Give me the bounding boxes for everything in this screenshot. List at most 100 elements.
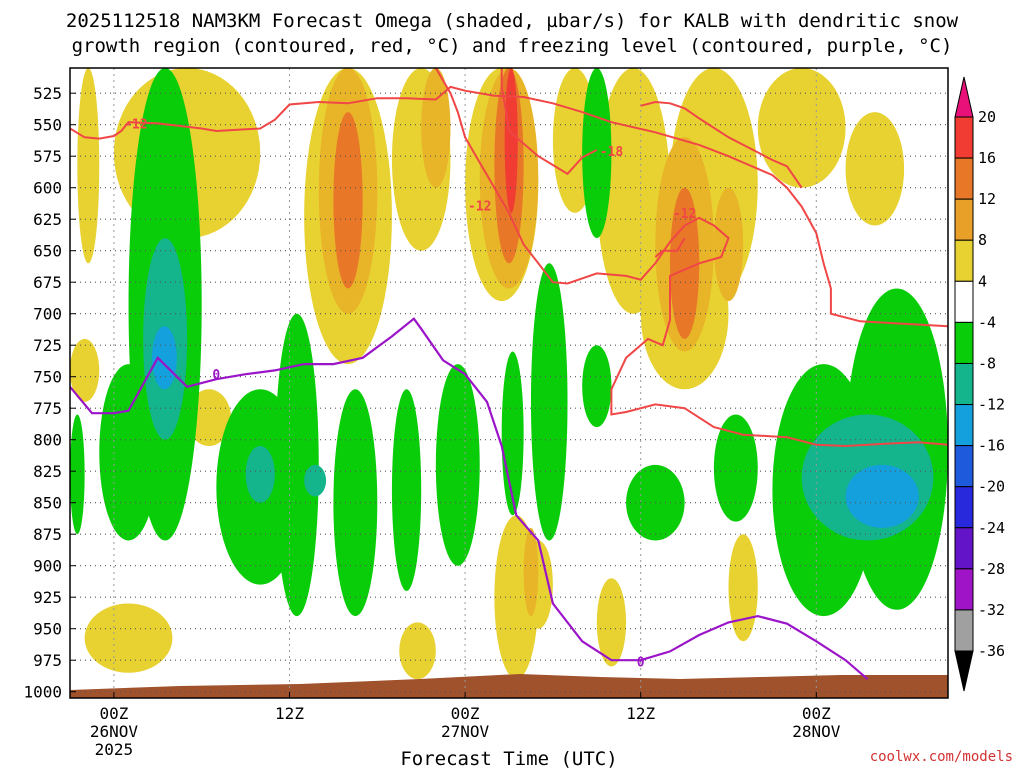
colorbar-band xyxy=(954,198,974,241)
x-tick-label: 12Z xyxy=(626,704,655,723)
omega-region-neg12 xyxy=(151,326,177,390)
y-tick-label: 875 xyxy=(33,525,62,544)
colorbar-label: -20 xyxy=(978,478,1005,496)
y-tick-label: 650 xyxy=(33,242,62,261)
y-tick-label: 725 xyxy=(33,336,62,355)
omega-region-pos8 xyxy=(421,68,451,188)
omega-shading xyxy=(70,68,948,680)
y-tick-label: 900 xyxy=(33,557,62,576)
omega-region-pos4 xyxy=(84,603,173,673)
y-tick-label: 575 xyxy=(33,147,62,166)
omega-region-pos4 xyxy=(596,68,670,314)
colorbar-label: -28 xyxy=(978,560,1005,578)
dendritic-contour-line xyxy=(610,216,948,448)
dendritic-contour-line xyxy=(434,68,686,285)
y-tick-label: 825 xyxy=(33,462,62,481)
colorbar-label: -12 xyxy=(978,396,1005,414)
x-tick-label: 00Z xyxy=(802,704,831,723)
omega-region-pos4 xyxy=(757,68,846,188)
y-tick-label: 950 xyxy=(33,620,62,639)
plot-frame xyxy=(69,67,949,699)
colorbar-band xyxy=(954,609,974,652)
omega-region-pos4 xyxy=(77,68,100,264)
y-tick-label: 850 xyxy=(33,494,62,513)
colorbar: 20 16 12 8 4 -4 -8 -12 -16 -20 -24 -28 -32 -36 xyxy=(954,76,1005,692)
dendritic-contour-label: -12 xyxy=(124,117,147,132)
colorbar-label: -8 xyxy=(978,354,996,372)
colorbar-band xyxy=(954,239,974,282)
y-tick-label: 925 xyxy=(33,588,62,607)
x-tick-label: 27NOV xyxy=(441,722,490,741)
colorbar-band xyxy=(954,404,974,447)
omega-region-pos4 xyxy=(70,338,100,402)
omega-region-neg4 xyxy=(582,68,612,239)
dendritic-contour-line xyxy=(654,237,686,258)
dendritic-contour-label: -12 xyxy=(468,199,491,214)
x-tick-label: 00Z xyxy=(99,704,128,723)
omega-region-pos8 xyxy=(523,527,539,617)
omega-region-pos16 xyxy=(504,68,518,213)
colorbar-label: -4 xyxy=(978,313,996,331)
colorbar-label: -16 xyxy=(978,437,1005,455)
plot-area: -12 -12 -18 -12 00 xyxy=(70,68,948,698)
x-tick-label: 28NOV xyxy=(792,722,841,741)
dendritic-contour-line xyxy=(70,85,948,328)
x-tick-label: 26NOV xyxy=(90,722,139,741)
y-tick-label: 550 xyxy=(33,116,62,135)
omega-region-neg4 xyxy=(135,181,173,194)
omega-region-neg4 xyxy=(435,364,480,566)
omega-region-neg4 xyxy=(99,364,158,541)
colorbar-top-arrow xyxy=(954,76,974,118)
omega-region-pos4 xyxy=(399,622,436,680)
colorbar-bottom-arrow xyxy=(954,650,974,692)
colorbar-band xyxy=(954,362,974,406)
colorbar-label: -24 xyxy=(978,519,1005,537)
colorbar-label: 20 xyxy=(978,108,996,126)
colorbar-band xyxy=(954,445,974,488)
colorbar-label: 4 xyxy=(978,272,987,290)
dendritic-contour-line xyxy=(640,100,803,189)
omega-region-pos4 xyxy=(728,534,758,642)
omega-region-neg4 xyxy=(501,351,524,516)
x-tick-label: 00Z xyxy=(451,704,480,723)
y-tick-label: 600 xyxy=(33,179,62,198)
dendritic-contour-line xyxy=(500,68,598,176)
colorbar-label: 8 xyxy=(978,231,987,249)
omega-region-neg4 xyxy=(391,389,422,591)
y-axis: 525 550 575 600 625 650 675 700 725 750 775 800 825 8… xyxy=(23,84,76,702)
omega-region-pos4 xyxy=(845,112,905,226)
dendritic-contour-label: -12 xyxy=(673,207,696,222)
colorbar-band xyxy=(954,527,974,570)
y-tick-label: 750 xyxy=(33,368,62,387)
credit-text: coolwx.com/models xyxy=(870,749,1013,765)
y-tick-label: 1000 xyxy=(23,683,62,702)
y-tick-label: 675 xyxy=(33,273,62,292)
colorbar-label: -36 xyxy=(978,642,1005,660)
colorbar-band xyxy=(954,486,974,529)
omega-region-pos12 xyxy=(333,112,363,289)
x-tick-label: 12Z xyxy=(275,704,304,723)
omega-region-neg8 xyxy=(304,464,327,497)
y-tick-label: 525 xyxy=(33,84,62,103)
freezing-level-contours: 00 xyxy=(70,317,869,680)
x-axis-label: Forecast Time (UTC) xyxy=(400,748,617,768)
x-tick-label: 2025 xyxy=(95,740,134,759)
dendritic-growth-contours: -12 -12 -18 -12 xyxy=(70,68,948,448)
y-tick-label: 775 xyxy=(33,399,62,418)
chart-title-line1: 2025112518 NAM3KM Forecast Omega (shaded… xyxy=(66,10,959,32)
y-tick-label: 625 xyxy=(33,210,62,229)
omega-region-neg4 xyxy=(274,313,319,617)
y-tick-label: 800 xyxy=(33,431,62,450)
colorbar-band xyxy=(954,157,974,200)
y-tick-label: 700 xyxy=(33,305,62,324)
dendritic-contour-label: -18 xyxy=(600,145,624,160)
omega-region-neg4 xyxy=(70,414,85,535)
omega-region-pos8 xyxy=(713,187,744,302)
omega-region-neg8 xyxy=(245,446,275,503)
colorbar-band xyxy=(954,116,974,159)
colorbar-band xyxy=(954,568,974,611)
colorbar-label: -32 xyxy=(978,601,1005,619)
omega-region-pos12 xyxy=(669,187,700,339)
